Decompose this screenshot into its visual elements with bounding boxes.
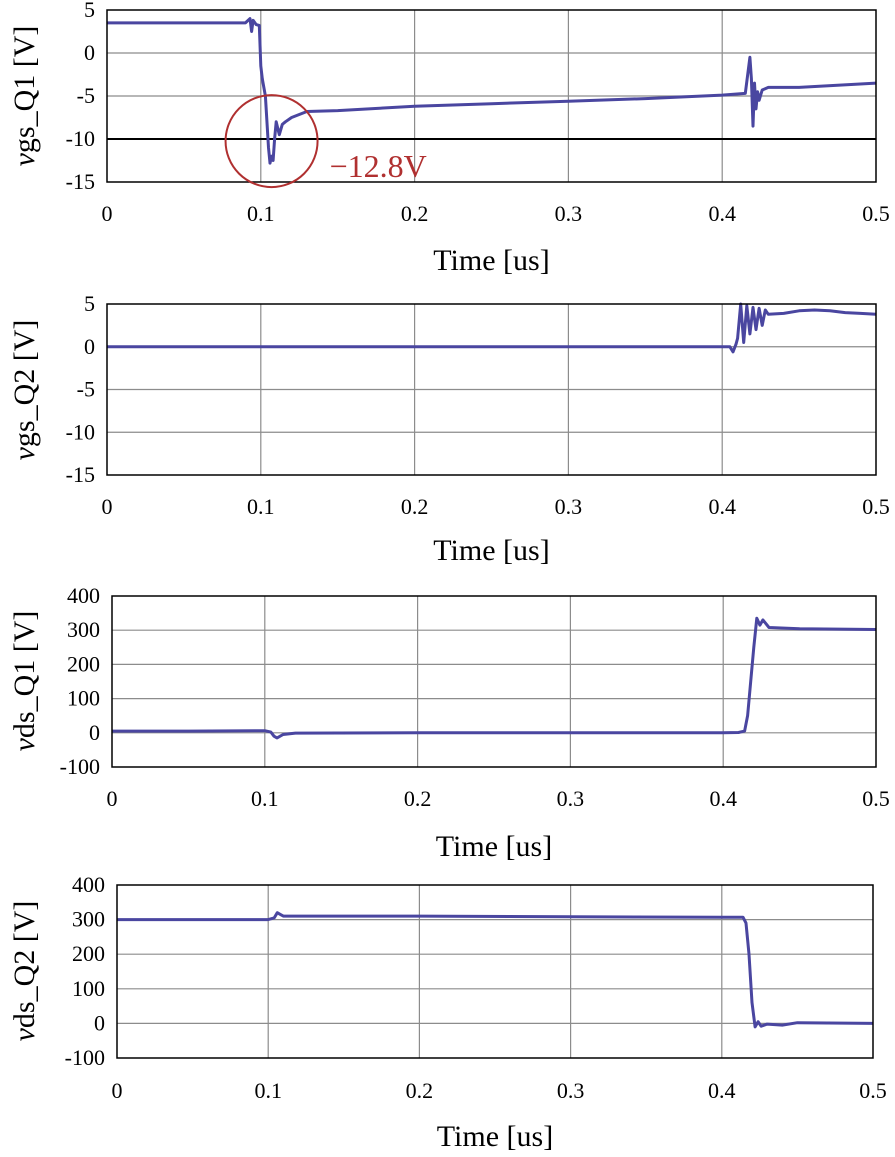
x-tick-label: 0.2 bbox=[404, 786, 432, 811]
y-axis-label-rest: ds_Q2 [V] bbox=[8, 901, 41, 1029]
x-tick-label: 0.1 bbox=[254, 1078, 282, 1103]
x-tick-label: 0 bbox=[102, 201, 113, 226]
plot-frame bbox=[106, 9, 877, 183]
x-tick-label: 0.2 bbox=[401, 201, 429, 226]
x-tick-label: 0.1 bbox=[247, 494, 275, 519]
y-tick-label: 100 bbox=[72, 976, 105, 1001]
y-axis-label: vds_Q1 [V] bbox=[8, 611, 41, 752]
x-axis-label: Time [us] bbox=[433, 534, 549, 567]
x-tick-label: 0.1 bbox=[247, 201, 275, 226]
annotation-label: −12.8V bbox=[330, 148, 427, 184]
y-tick-label: 200 bbox=[67, 651, 100, 676]
y-tick-label: -15 bbox=[66, 462, 95, 487]
x-tick-label: 0.5 bbox=[862, 201, 890, 226]
x-axis-label: Time [us] bbox=[437, 1120, 553, 1153]
x-tick-label: 0.1 bbox=[251, 786, 279, 811]
y-tick-label: 0 bbox=[89, 720, 100, 745]
y-axis-label-rest: ds_Q1 [V] bbox=[8, 611, 41, 739]
y-tick-label: 5 bbox=[84, 0, 95, 22]
annotation-circle bbox=[224, 94, 319, 189]
x-tick-label: 0.3 bbox=[557, 1078, 585, 1103]
y-tick-label: -100 bbox=[65, 1045, 105, 1070]
chart-panel-vgs-q1: 0 0.1 0.2 0.3 0.4 0.5 5 0 -5 -10 -15 −12.8V vgs_Q1 [… bbox=[8, 0, 890, 277]
y-tick-label: 5 bbox=[84, 291, 95, 316]
x-tick-label: 0.2 bbox=[406, 1078, 434, 1103]
y-tick-label: 400 bbox=[67, 583, 100, 608]
x-tick-label: 0 bbox=[112, 1078, 123, 1103]
y-tick-label: -10 bbox=[66, 126, 95, 151]
y-tick-label: 400 bbox=[72, 872, 105, 897]
series-line bbox=[107, 17, 877, 165]
x-tick-label: 0.5 bbox=[862, 786, 890, 811]
x-tick-label: 0.4 bbox=[708, 1078, 736, 1103]
x-tick-label: 0.3 bbox=[557, 786, 585, 811]
plot-frame bbox=[116, 884, 874, 1059]
x-tick-label: 0.4 bbox=[708, 201, 736, 226]
y-axis-label-italic: v bbox=[8, 446, 41, 460]
x-tick-label: 0.3 bbox=[555, 201, 583, 226]
y-axis-label: vgs_Q2 [V] bbox=[8, 320, 41, 461]
y-tick-label: 300 bbox=[67, 617, 100, 642]
y-tick-label: 0 bbox=[84, 334, 95, 359]
series-line bbox=[112, 616, 877, 740]
y-tick-label: 200 bbox=[72, 941, 105, 966]
y-tick-label: -5 bbox=[77, 83, 95, 108]
plot-frame bbox=[106, 303, 877, 476]
x-tick-label: 0.3 bbox=[555, 494, 583, 519]
chart-panel-vgs-q2: 0 0.1 0.2 0.3 0.4 0.5 5 0 -5 -10 -15 vgs_Q2 [V] Time… bbox=[8, 291, 890, 567]
y-axis-label: vgs_Q1 [V] bbox=[8, 26, 41, 167]
y-axis-label-italic: v bbox=[8, 737, 41, 751]
chart-panel-vds-q1: 0 0.1 0.2 0.3 0.4 0.5 400 300 200 100 0 -100 vds_Q1 … bbox=[8, 583, 890, 863]
y-tick-label: -5 bbox=[77, 377, 95, 402]
x-axis-label: Time [us] bbox=[433, 244, 549, 277]
x-tick-label: 0.4 bbox=[708, 494, 736, 519]
plot-frame bbox=[111, 595, 877, 768]
y-axis-label: vds_Q2 [V] bbox=[8, 901, 41, 1042]
series-line bbox=[117, 911, 874, 1029]
y-tick-label: 0 bbox=[84, 40, 95, 65]
y-tick-label: 300 bbox=[72, 907, 105, 932]
y-tick-label: -15 bbox=[66, 169, 95, 194]
x-tick-label: 0.5 bbox=[862, 494, 890, 519]
x-tick-label: 0 bbox=[107, 786, 118, 811]
y-tick-label: 100 bbox=[67, 686, 100, 711]
y-axis-label-italic: v bbox=[8, 152, 41, 166]
y-tick-label: -10 bbox=[66, 419, 95, 444]
y-axis-label-rest: gs_Q2 [V] bbox=[8, 320, 41, 448]
y-axis-label-italic: v bbox=[8, 1027, 41, 1041]
y-axis-label-rest: gs_Q1 [V] bbox=[8, 26, 41, 154]
chart-panel-vds-q2: 0 0.1 0.2 0.3 0.4 0.5 400 300 200 100 0 -100 vds_Q2 … bbox=[8, 872, 887, 1153]
y-tick-label: -100 bbox=[60, 754, 100, 779]
x-tick-label: 0.5 bbox=[859, 1078, 887, 1103]
x-tick-label: 0.2 bbox=[401, 494, 429, 519]
x-tick-label: 0 bbox=[102, 494, 113, 519]
series-line bbox=[107, 302, 877, 354]
y-tick-label: 0 bbox=[94, 1010, 105, 1035]
x-axis-label: Time [us] bbox=[436, 830, 552, 863]
x-tick-label: 0.4 bbox=[709, 786, 737, 811]
